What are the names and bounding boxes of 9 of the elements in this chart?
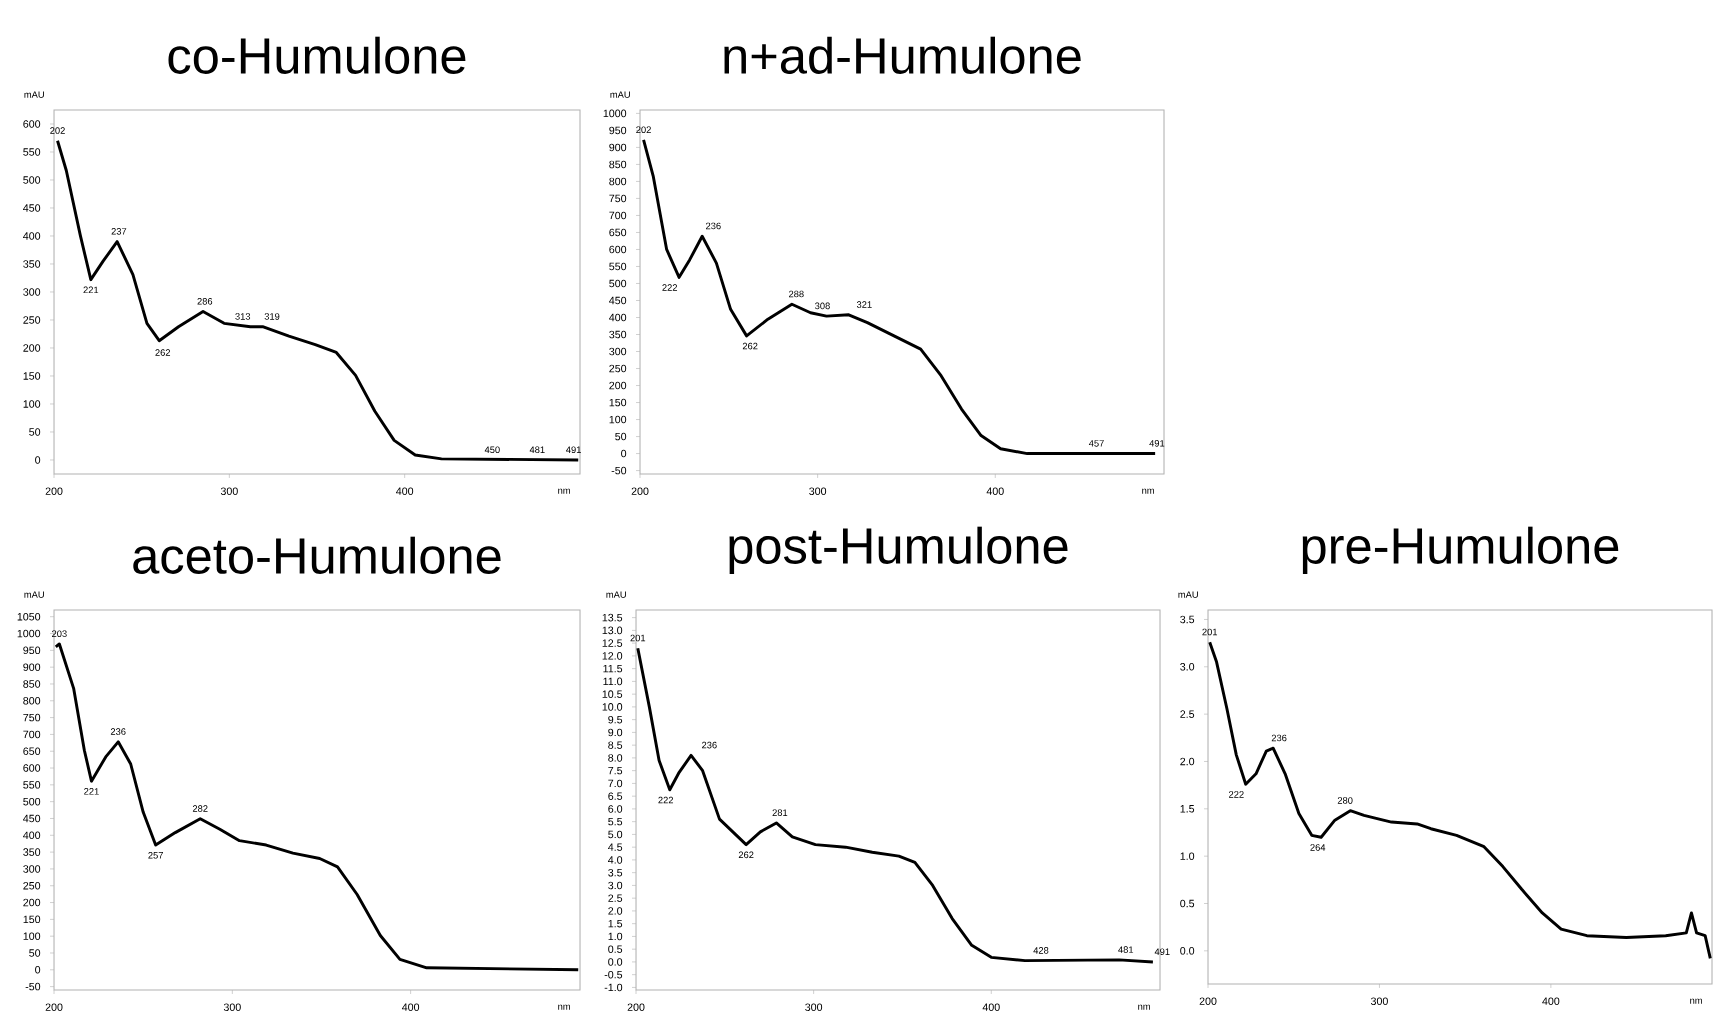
chart-title: pre-Humulone [1302,526,1619,574]
chart-title: n+ad-Humulone [724,36,1081,74]
line-series [636,646,1155,964]
chart-title: aceto-Humulone [133,536,501,574]
line-series [54,642,580,972]
line-series [56,139,580,462]
chart-title: co-Humulone [168,36,466,74]
chart-title: post-Humulone [729,526,1068,574]
line-series [1208,640,1712,960]
